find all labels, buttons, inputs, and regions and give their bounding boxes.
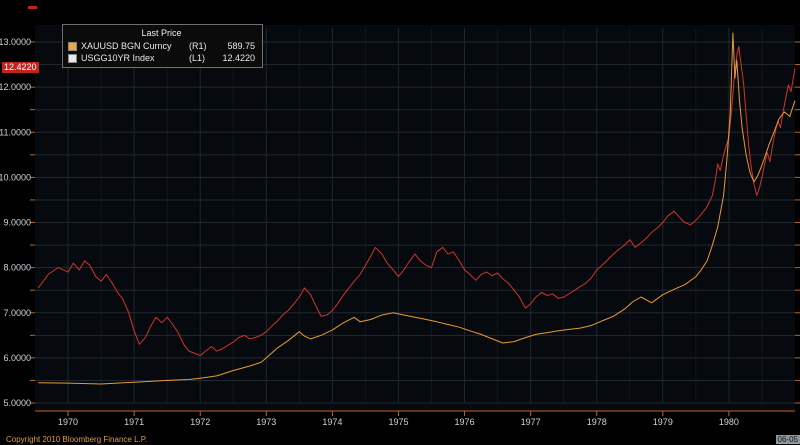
y-axis-label: 11.0000 xyxy=(0,127,31,137)
legend-row-xauusd: XAUUSD BGN Curncy (R1) 589.75 xyxy=(68,40,255,52)
x-axis-label: 1972 xyxy=(190,417,210,427)
x-axis-label: 1970 xyxy=(58,417,78,427)
y-axis-label: 9.0000 xyxy=(3,218,31,228)
legend-series-value: 589.75 xyxy=(227,41,255,51)
x-axis-label: 1978 xyxy=(587,417,607,427)
legend-series-label: XAUUSD BGN Curncy xyxy=(81,41,172,51)
x-axis-label: 1973 xyxy=(256,417,276,427)
y-axis-label: 10.0000 xyxy=(0,172,31,182)
y-axis-label: 12.0000 xyxy=(0,82,31,92)
legend-series-axis: (R1) xyxy=(189,41,207,51)
legend-series-label: USGG10YR Index xyxy=(81,53,155,63)
legend-swatch-usgg10yr xyxy=(68,53,77,63)
x-axis-label: 1974 xyxy=(322,417,342,427)
legend-series-axis: (L1) xyxy=(189,53,206,63)
legend-swatch-xauusd xyxy=(68,41,77,51)
legend-series-value: 12.4220 xyxy=(222,53,255,63)
x-axis-label: 1979 xyxy=(653,417,673,427)
red-tick-marker xyxy=(28,6,37,9)
plot-area xyxy=(35,25,795,411)
y-axis-label: 7.0000 xyxy=(3,308,31,318)
legend-title: Last Price xyxy=(141,28,182,38)
y-axis-label: 13.0000 xyxy=(0,37,31,47)
x-axis-label: 1977 xyxy=(521,417,541,427)
y-axis-label: 8.0000 xyxy=(3,263,31,273)
x-axis-label: 1980 xyxy=(719,417,739,427)
footer-timestamp: 06-05 xyxy=(775,435,800,444)
last-price-badge: 12.4220 xyxy=(2,62,39,74)
x-axis-label: 1976 xyxy=(455,417,475,427)
x-axis-label: 1975 xyxy=(388,417,408,427)
legend-row-usgg10yr: USGG10YR Index (L1) 12.4220 xyxy=(68,52,255,64)
legend[interactable]: Last Price XAUUSD BGN Curncy (R1) 589.75… xyxy=(62,24,263,68)
x-axis-label: 1971 xyxy=(124,417,144,427)
y-axis-label: 6.0000 xyxy=(3,353,31,363)
series-line-xauusd xyxy=(38,32,796,385)
copyright-text: Copyright 2010 Bloomberg Finance L.P. xyxy=(6,435,148,444)
y-axis-label: 5.0000 xyxy=(3,398,31,408)
